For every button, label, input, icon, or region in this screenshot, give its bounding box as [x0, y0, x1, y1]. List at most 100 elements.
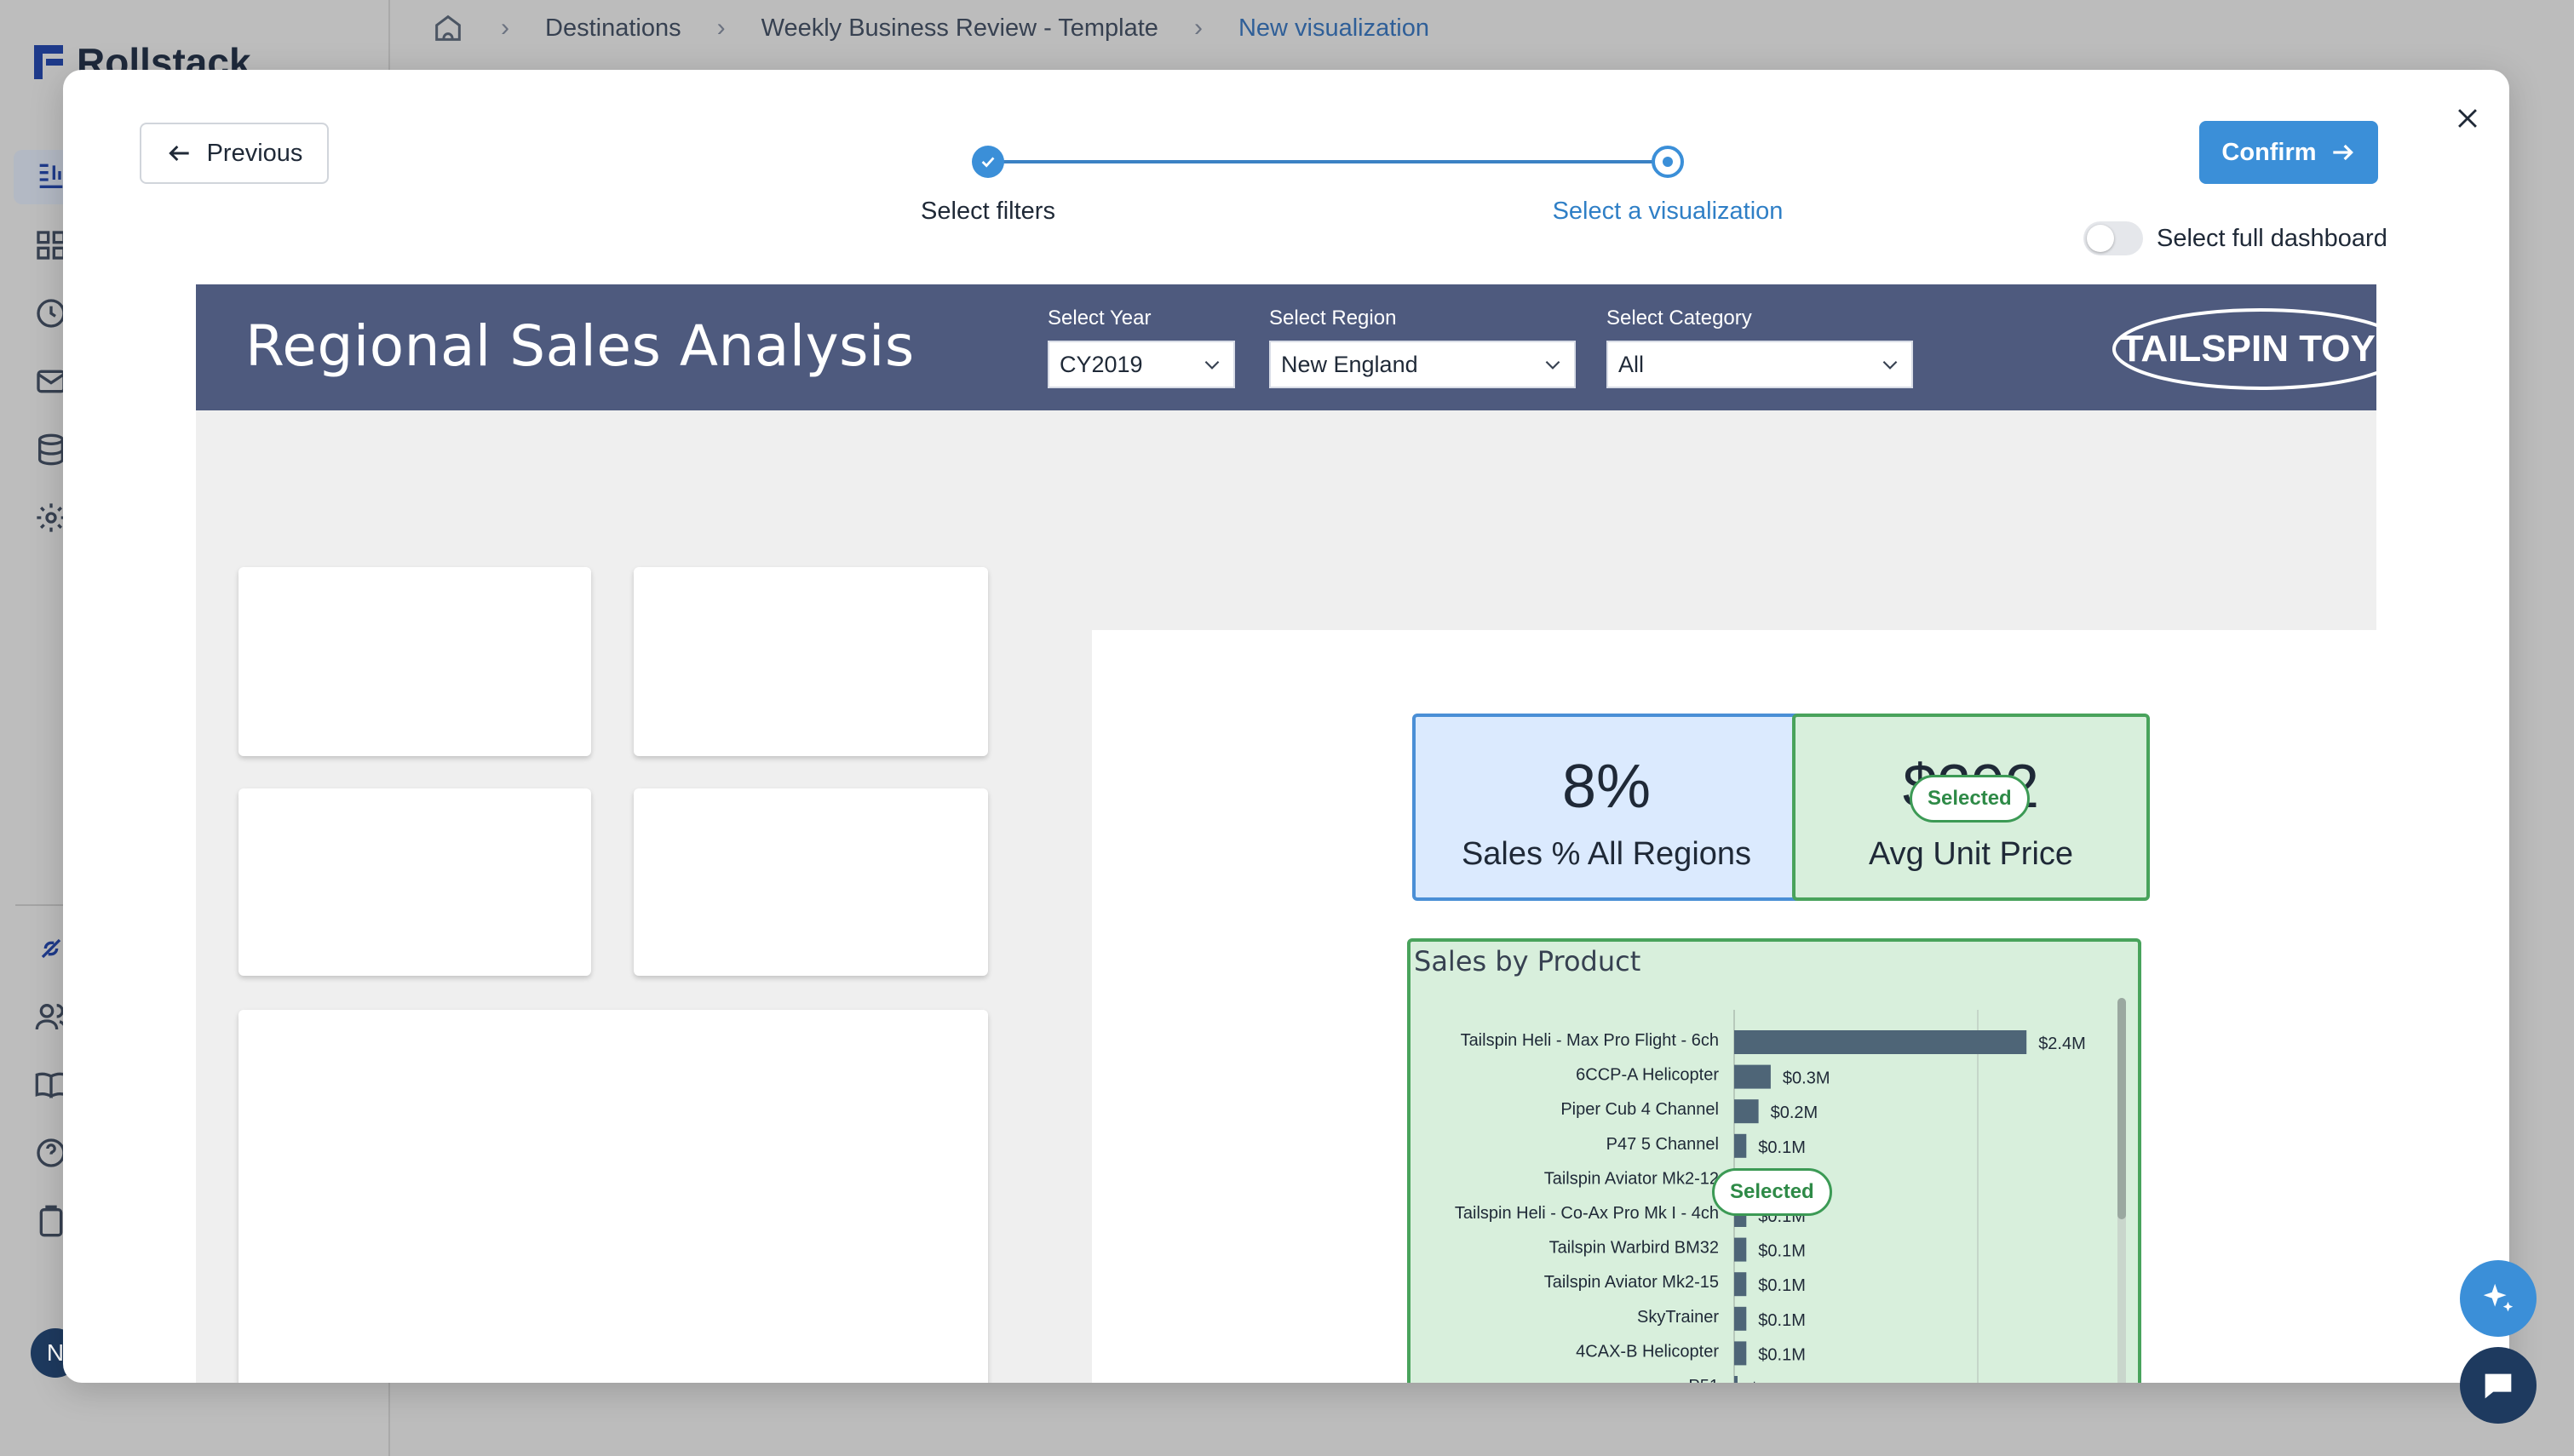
chat-icon — [2485, 1373, 2512, 1399]
bar-chart-svg: Tailspin Heli - Max Pro Flight - 6ch $2.4… — [1455, 1010, 2086, 1383]
breadcrumb-current: New visualization — [1238, 14, 1429, 42]
bar-data-label: $2.4M — [2038, 1035, 2086, 1053]
kpi-label: Sales % All Regions — [1461, 836, 1752, 872]
bar-category-label: Tailspin Aviator Mk2-12 — [1544, 1169, 1719, 1188]
ai-assistant-button[interactable] — [2460, 1260, 2537, 1337]
bar — [1734, 1306, 1747, 1331]
tailspin-toys-logo: TAILSPIN TOYS — [2112, 308, 2376, 390]
close-button[interactable] — [2445, 95, 2491, 141]
bar-category-label: P51 — [1688, 1377, 1719, 1383]
chevron-down-icon — [1545, 360, 1560, 370]
confirm-button[interactable]: Confirm — [2199, 121, 2378, 184]
chevron-down-icon — [1882, 360, 1898, 370]
bar — [1734, 1099, 1759, 1124]
nav-integrations-icon[interactable] — [34, 931, 68, 966]
chart-scroll-thumb[interactable] — [2117, 998, 2126, 1219]
bar — [1734, 1272, 1747, 1297]
filter-year-value: CY2019 — [1060, 351, 1143, 377]
filter-category-label: Select Category — [1606, 307, 1752, 330]
arrow-left-icon — [168, 145, 189, 162]
bar-category-label: Tailspin Heli - Co-Ax Pro Mk I - 4ch — [1455, 1204, 1719, 1223]
step-label-select-visualization[interactable]: Select a visualization — [1552, 198, 1784, 225]
bar — [1734, 1341, 1747, 1366]
visualization-modal: Previous Select filters Select a visuali… — [63, 70, 2509, 1383]
bar-category-label: P47 5 Channel — [1606, 1135, 1719, 1154]
breadcrumb-weekly-review[interactable]: Weekly Business Review - Template — [761, 14, 1158, 42]
selected-badge: Selected — [1712, 1168, 1832, 1216]
select-full-dashboard: Select full dashboard — [2083, 221, 2387, 255]
full-dashboard-label: Select full dashboard — [2157, 224, 2387, 252]
nav-database-icon[interactable] — [34, 433, 68, 467]
report-preview: Regional Sales Analysis Select Year CY20… — [196, 284, 2376, 1383]
previous-button[interactable]: Previous — [140, 123, 329, 184]
logo-text: TAILSPIN TOYS — [2121, 328, 2376, 370]
chevron-right-icon: › — [501, 14, 509, 42]
filter-category: Select Category All — [1606, 307, 1913, 388]
bar — [1734, 1237, 1747, 1262]
filter-year: Select Year CY2019 — [1048, 307, 1235, 388]
bar-data-label: $0.3M — [1783, 1069, 1830, 1088]
full-dashboard-toggle[interactable] — [2083, 221, 2143, 255]
chevron-right-icon: › — [1193, 14, 1203, 42]
filter-region-dropdown[interactable]: New England — [1269, 341, 1576, 388]
filter-region-label: Select Region — [1269, 307, 1397, 330]
chart-title: Sales by Product — [1414, 945, 1641, 977]
filter-year-dropdown[interactable]: CY2019 — [1048, 341, 1235, 388]
close-icon — [2458, 109, 2477, 128]
empty-tile[interactable] — [238, 1010, 988, 1383]
bar-category-label: SkyTrainer — [1637, 1308, 1719, 1327]
rollstack-logo-icon — [34, 45, 66, 79]
bar — [1734, 1376, 1738, 1383]
chevron-down-icon — [1204, 360, 1220, 370]
step-current-dot-icon[interactable] — [1652, 146, 1684, 178]
filter-category-value: All — [1618, 351, 1645, 377]
sparkle-icon — [2483, 1283, 2514, 1312]
previous-button-label: Previous — [206, 139, 303, 167]
breadcrumb: › Destinations › Weekly Business Review … — [431, 9, 1429, 48]
arrow-right-icon — [2332, 144, 2353, 161]
filter-category-dropdown[interactable]: All — [1606, 341, 1913, 388]
filter-region-value: New England — [1281, 351, 1418, 377]
sales-by-product-chart[interactable]: Sales by Product Tailspin Heli - Max Pro… — [1407, 938, 2141, 1383]
stepper-line — [988, 160, 1668, 163]
bar-category-label: Tailspin Heli - Max Pro Flight - 6ch — [1461, 1031, 1719, 1050]
chevron-right-icon: › — [716, 14, 726, 42]
selected-badge: Selected — [1910, 775, 2030, 823]
nav-reports-icon[interactable] — [34, 158, 68, 192]
report-header: Regional Sales Analysis Select Year CY20… — [196, 284, 2376, 410]
bar — [1734, 1064, 1771, 1089]
nav-dashboards-icon[interactable] — [34, 228, 68, 262]
bar-category-label: Tailspin Aviator Mk2-15 — [1544, 1273, 1719, 1292]
empty-tile[interactable] — [634, 788, 988, 976]
kpi-card-avg-unit-price[interactable]: $292 Avg Unit Price — [1792, 714, 2150, 901]
breadcrumb-destinations[interactable]: Destinations — [545, 14, 681, 42]
step-label-select-filters[interactable]: Select filters — [921, 198, 1055, 225]
bar-category-label: Piper Cub 4 Channel — [1560, 1100, 1719, 1119]
kpi-label: Avg Unit Price — [1868, 836, 2074, 872]
kpi-card-sales-pct[interactable]: 8% Sales % All Regions — [1412, 714, 1801, 901]
bar — [1734, 1030, 2027, 1054]
stepper: Select filters Select a visualization — [847, 107, 1784, 225]
bar-data-label: $0.0M — [1750, 1380, 1797, 1383]
chat-support-button[interactable] — [2460, 1347, 2537, 1424]
bar-category-label: Tailspin Warbird BM32 — [1549, 1239, 1719, 1258]
filter-year-label: Select Year — [1048, 307, 1152, 330]
filter-region: Select Region New England — [1269, 307, 1576, 388]
bar-category-label: 4CAX-B Helicopter — [1576, 1342, 1719, 1361]
empty-tile[interactable] — [238, 567, 591, 756]
nav-docs-icon[interactable] — [34, 1068, 68, 1102]
bar-data-label: $0.2M — [1771, 1103, 1818, 1122]
kpi-value: 8% — [1561, 753, 1652, 821]
bar-data-label: $0.1M — [1758, 1345, 1806, 1364]
empty-tile[interactable] — [238, 788, 591, 976]
empty-tile[interactable] — [634, 567, 988, 756]
bar-category-label: 6CCP-A Helicopter — [1576, 1066, 1719, 1085]
bar — [1734, 1133, 1747, 1158]
report-title: Regional Sales Analysis — [245, 313, 915, 379]
nav-clipboard-icon[interactable] — [34, 1204, 68, 1238]
step-done-check-icon[interactable] — [972, 146, 1004, 178]
bar-data-label: $0.1M — [1758, 1276, 1806, 1295]
chart-scrollbar[interactable] — [2117, 998, 2126, 1383]
bar-data-label: $0.1M — [1758, 1138, 1806, 1157]
home-icon[interactable] — [431, 11, 465, 45]
